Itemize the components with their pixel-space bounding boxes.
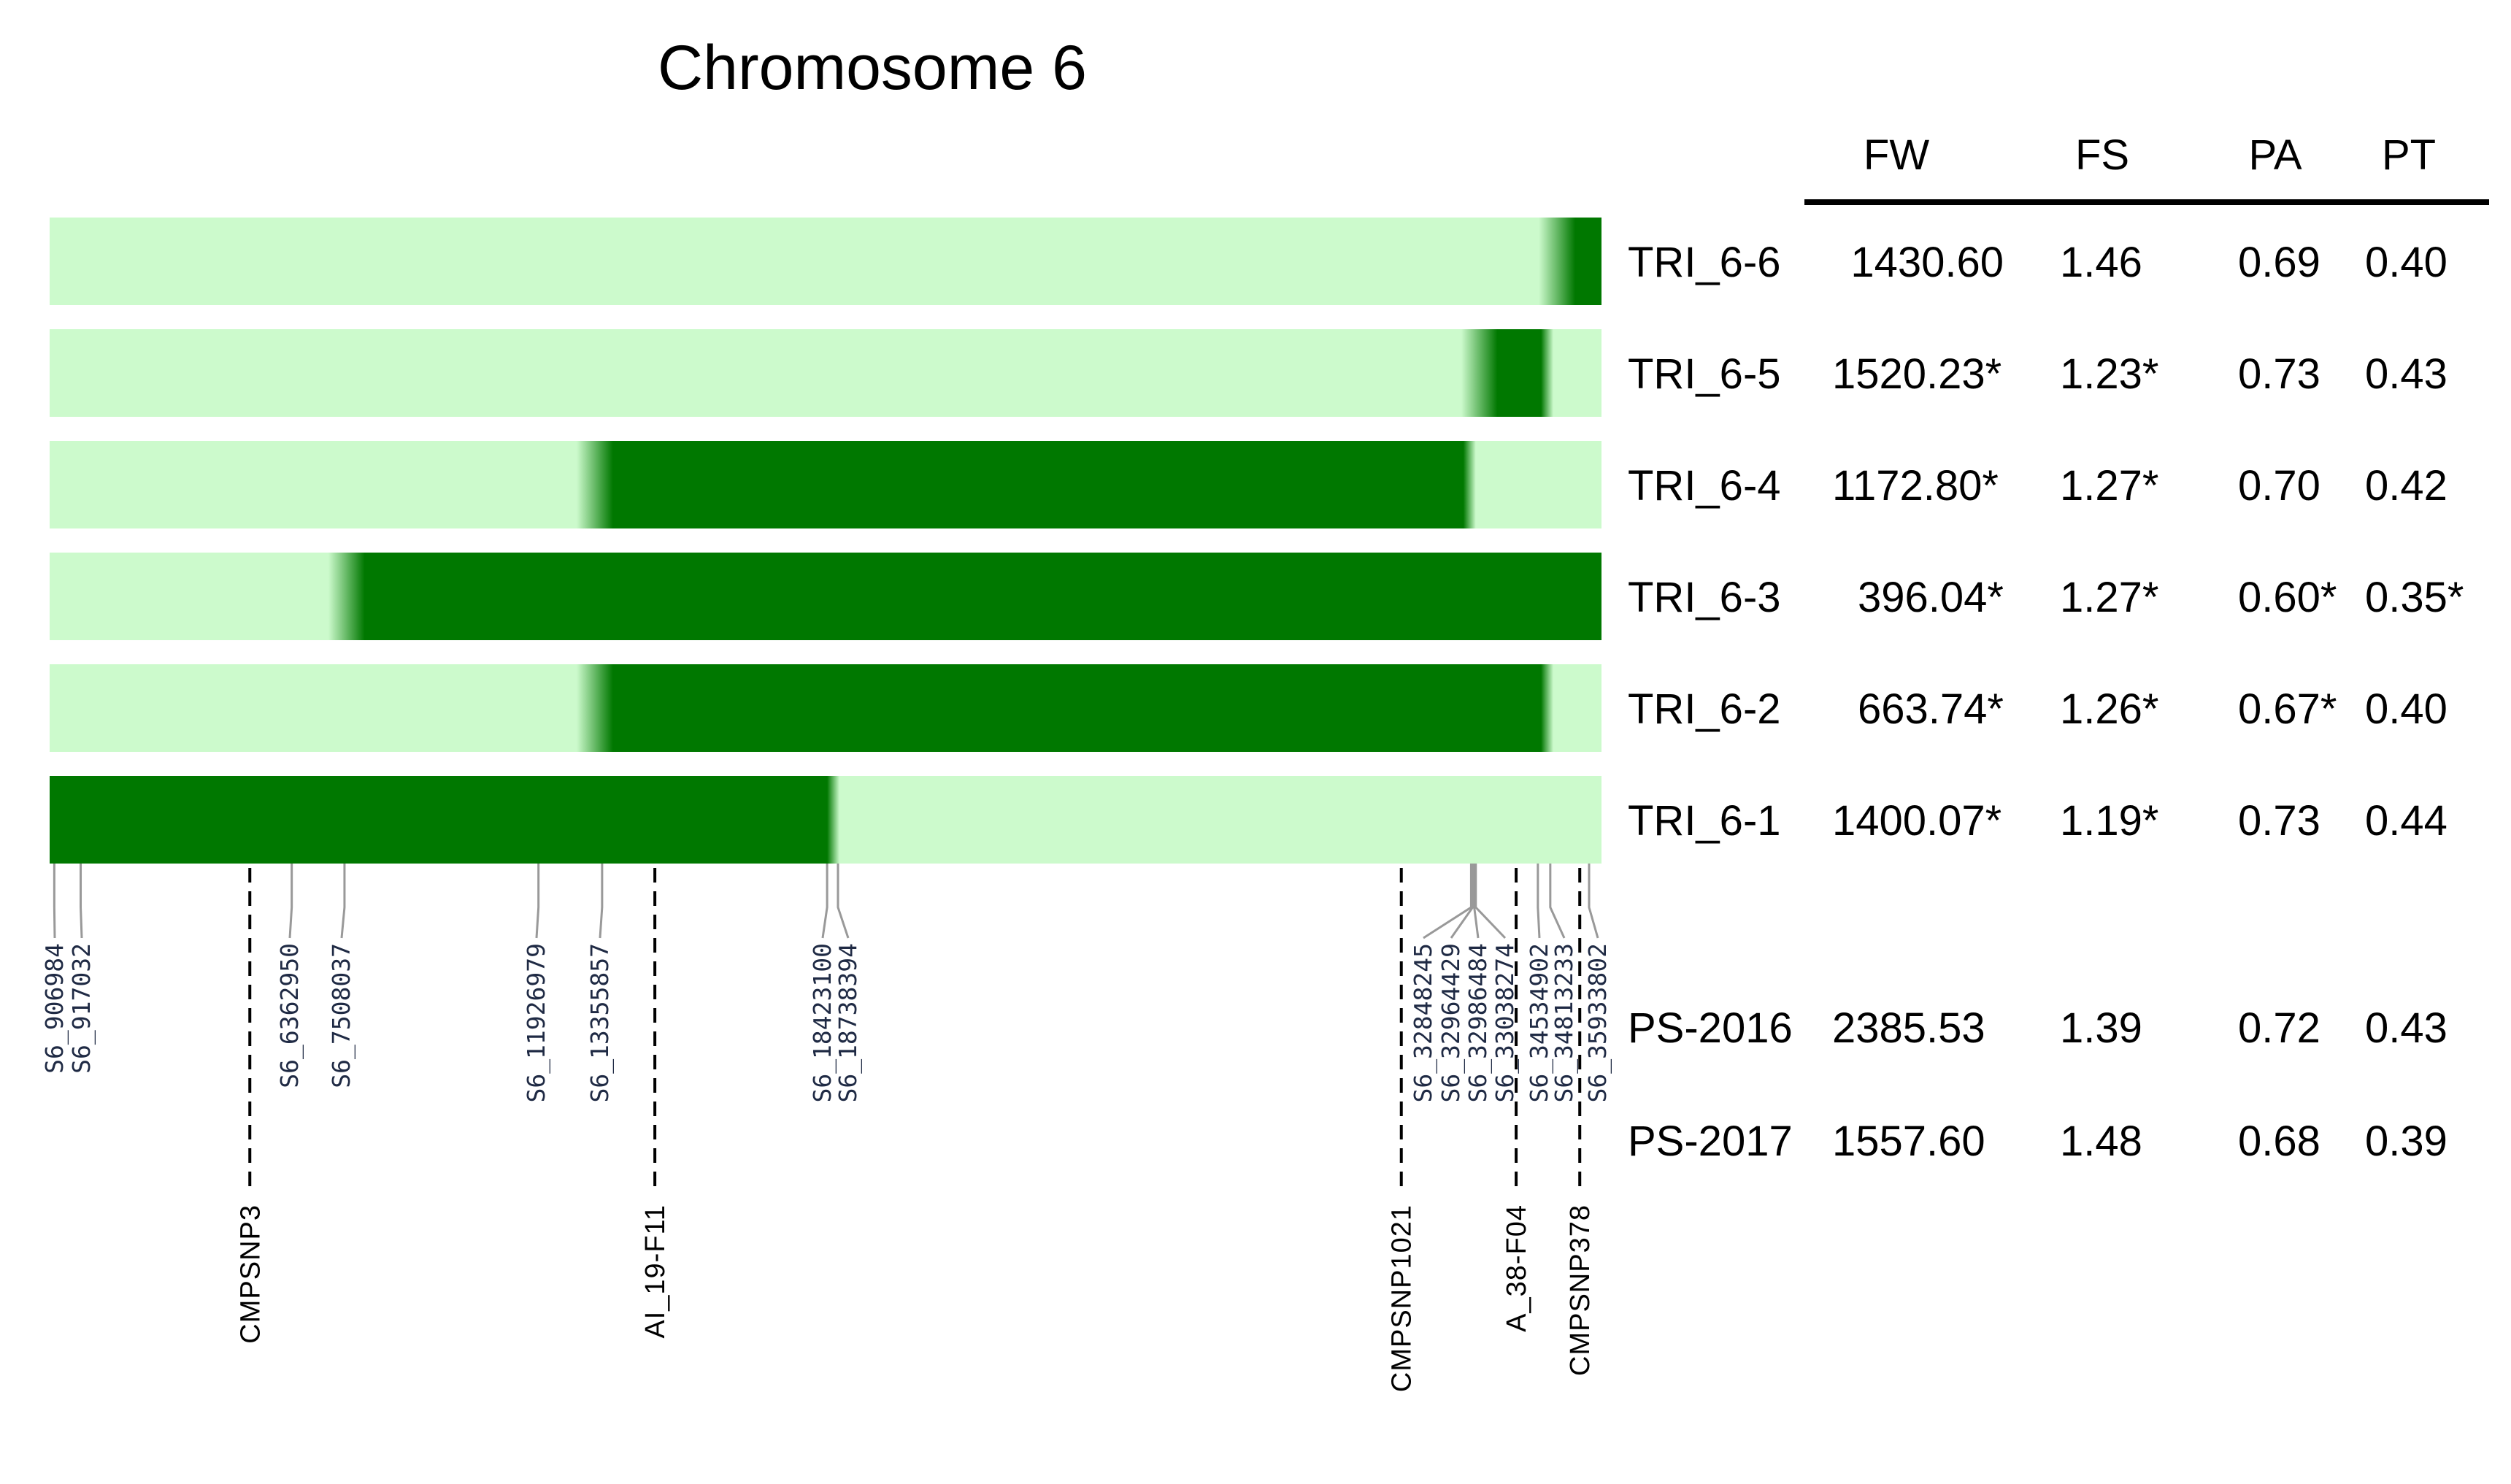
fs-value: 1.23*	[2060, 350, 2158, 398]
snp-marker-label: S6_18423100	[808, 943, 837, 1103]
line-name: TRI_6-2	[1628, 685, 1781, 733]
pa-value: 0.67*	[2238, 685, 2337, 733]
header-fw: FW	[1864, 131, 1929, 179]
snp-marker-label: S6_32964429	[1437, 943, 1466, 1103]
snp-marker-label: S6_917032	[67, 943, 96, 1074]
snp-marker-line	[1588, 864, 1599, 939]
fw-value: 1430.60	[1850, 239, 2004, 286]
snp-marker-label: S6_906984	[40, 943, 69, 1074]
snp-marker-line	[1450, 864, 1474, 939]
pt-value: 0.40	[2365, 239, 2447, 286]
header-pa: PA	[2248, 131, 2302, 179]
snp-marker-line	[1423, 864, 1472, 939]
snp-marker-label: S6_11926979	[522, 943, 551, 1103]
snp-marker-label: S6_32848245	[1409, 943, 1438, 1103]
snp-marker-label: S6_7508037	[327, 943, 356, 1088]
fs-value: 1.26*	[2060, 685, 2158, 733]
pa-value: 0.69	[2238, 239, 2320, 286]
snp-marker-line	[288, 864, 293, 939]
line-name: TRI_6-1	[1628, 797, 1781, 845]
snp-marker-line	[53, 864, 56, 939]
figure-title: Chromosome 6	[658, 33, 1087, 103]
snp-marker-line	[1537, 864, 1541, 939]
fw-value: 396.04*	[1858, 574, 2004, 621]
fs-value: 1.39	[2060, 1004, 2142, 1052]
snp-marker-line	[1474, 864, 1507, 939]
pa-value: 0.72	[2238, 1004, 2320, 1052]
line-name: TRI_6-6	[1628, 239, 1781, 286]
chromosome-bar-TRI_6-6	[50, 218, 1601, 305]
trait-table-rows: TRI_6-6 1430.60 1.46 0.69 0.40 TRI_6-5 1520.23…	[1628, 239, 2464, 1165]
fs-value: 1.27*	[2060, 574, 2158, 621]
fw-value: 2385.53	[1832, 1004, 1985, 1052]
fw-value: 1520.23*	[1832, 350, 2002, 398]
snp-marker-label: S6_32986484	[1464, 943, 1493, 1103]
chromosome-bars	[50, 218, 1601, 864]
pa-value: 0.68	[2238, 1118, 2320, 1165]
marker-lines	[53, 864, 1599, 1190]
pt-value: 0.44	[2365, 797, 2447, 845]
snp-marker-label: S6_6362950	[275, 943, 304, 1088]
ssr-marker-label: AI_19-F11	[640, 1204, 671, 1339]
fs-value: 1.46	[2060, 239, 2142, 286]
pa-value: 0.73	[2238, 350, 2320, 398]
snp-marker-line	[837, 864, 850, 939]
table-header: FW FS PA PT	[1804, 131, 2489, 205]
snp-marker-label: S6_33038274	[1491, 943, 1520, 1103]
pt-value: 0.35*	[2365, 574, 2464, 621]
snp-marker-label: S6_18738394	[834, 943, 863, 1103]
snp-marker-line	[340, 864, 346, 939]
fs-value: 1.48	[2060, 1118, 2142, 1165]
chromosome-bar-TRI_6-1	[50, 776, 1601, 864]
fw-value: 1400.07*	[1832, 797, 2002, 845]
snp-marker-line	[1549, 864, 1566, 939]
fw-value: 663.74*	[1858, 685, 2004, 733]
snp-marker-line	[821, 864, 828, 939]
snp-marker-line	[599, 864, 604, 939]
pa-value: 0.70	[2238, 462, 2320, 510]
pt-value: 0.43	[2365, 350, 2447, 398]
header-fs: FS	[2075, 131, 2129, 179]
ssr-marker-label: A_38-F04	[1501, 1204, 1532, 1332]
chromosome-bar-TRI_6-2	[50, 664, 1601, 752]
header-pt: PT	[2382, 131, 2436, 179]
snp-marker-label: S6_34534902	[1525, 943, 1554, 1103]
ssr-marker-label: CMPSNP3	[235, 1204, 266, 1344]
parent-name: PS-2017	[1628, 1118, 1793, 1165]
chromosome-bar-TRI_6-3	[50, 553, 1601, 640]
line-name: TRI_6-5	[1628, 350, 1781, 398]
pa-value: 0.60*	[2238, 574, 2337, 621]
parent-name: PS-2016	[1628, 1004, 1793, 1052]
snp-marker-line	[1473, 864, 1480, 939]
pt-value: 0.40	[2365, 685, 2447, 733]
chromosome-bar-TRI_6-4	[50, 441, 1601, 528]
pt-value: 0.42	[2365, 462, 2447, 510]
pt-value: 0.43	[2365, 1004, 2447, 1052]
pa-value: 0.73	[2238, 797, 2320, 845]
pt-value: 0.39	[2365, 1118, 2447, 1165]
fw-value: 1557.60	[1832, 1118, 1985, 1165]
chromosome-bar-TRI_6-5	[50, 329, 1601, 417]
line-name: TRI_6-4	[1628, 462, 1781, 510]
line-name: TRI_6-3	[1628, 574, 1781, 621]
fs-value: 1.27*	[2060, 462, 2158, 510]
fw-value: 1172.80*	[1832, 462, 1999, 510]
snp-marker-line	[80, 864, 83, 939]
snp-marker-label: S6_34813233	[1550, 943, 1579, 1103]
snp-marker-line	[535, 864, 540, 939]
ssr-marker-label: CMPSNP378	[1565, 1204, 1596, 1376]
snp-marker-label: S6_35933802	[1583, 943, 1612, 1103]
fs-value: 1.19*	[2060, 797, 2158, 845]
snp-marker-label: S6_13355857	[585, 943, 615, 1103]
ssr-marker-label: CMPSNP1021	[1387, 1204, 1418, 1392]
